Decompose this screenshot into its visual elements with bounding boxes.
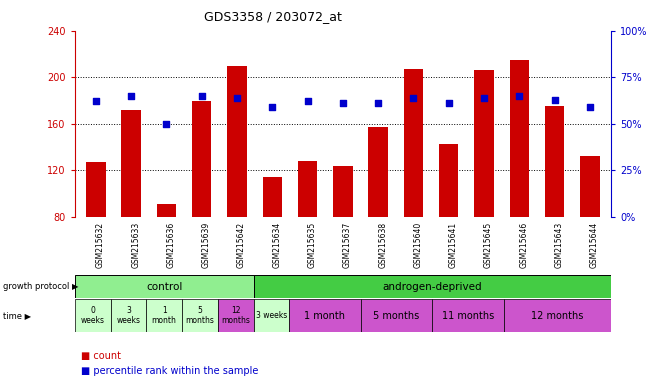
Text: GSM215639: GSM215639 (202, 222, 211, 268)
Text: growth protocol ▶: growth protocol ▶ (3, 282, 79, 291)
Point (267, 104, 278, 110)
Text: time ▶: time ▶ (3, 311, 31, 320)
Bar (361, 299, 432, 332)
Bar (369, 127, 388, 310)
Bar (545, 106, 564, 310)
Bar (580, 156, 599, 310)
Point (302, 98, 313, 104)
Bar (504, 299, 611, 332)
Text: 3 weeks: 3 weeks (255, 311, 287, 320)
Text: GSM215645: GSM215645 (484, 222, 493, 268)
Point (549, 96, 560, 103)
Point (91, 98, 101, 104)
Point (161, 121, 172, 127)
Bar (75, 299, 110, 332)
Text: GSM215633: GSM215633 (131, 222, 140, 268)
Bar (111, 299, 146, 332)
Bar (192, 101, 211, 310)
Text: GSM215643: GSM215643 (554, 222, 564, 268)
Bar (333, 166, 352, 310)
Text: GSM215637: GSM215637 (343, 222, 352, 268)
Text: 12 months: 12 months (531, 311, 584, 321)
Text: GDS3358 / 203072_at: GDS3358 / 203072_at (204, 10, 342, 23)
Bar (263, 177, 282, 310)
Point (408, 95, 419, 101)
Point (373, 100, 384, 106)
Bar (432, 299, 504, 332)
Point (232, 95, 242, 101)
Text: 5
months: 5 months (185, 306, 214, 325)
Bar (474, 70, 494, 310)
Text: GSM215646: GSM215646 (519, 222, 528, 268)
Bar (218, 299, 254, 332)
Text: control: control (146, 282, 182, 292)
Text: GSM215641: GSM215641 (448, 222, 458, 268)
Text: GSM215632: GSM215632 (96, 222, 105, 268)
Bar (182, 299, 218, 332)
Point (126, 93, 136, 99)
Point (338, 100, 348, 106)
Bar (510, 60, 529, 310)
Point (479, 95, 489, 101)
Text: GSM215635: GSM215635 (307, 222, 317, 268)
Bar (227, 66, 247, 310)
Text: 1
month: 1 month (151, 306, 177, 325)
Bar (75, 275, 254, 298)
Text: GSM215640: GSM215640 (413, 222, 423, 268)
Bar (254, 275, 611, 298)
Text: ■ count: ■ count (81, 351, 122, 361)
Bar (254, 299, 289, 332)
Bar (86, 162, 105, 310)
Bar (439, 144, 458, 310)
Text: GSM215642: GSM215642 (237, 222, 246, 268)
Text: androgen-deprived: androgen-deprived (382, 282, 482, 292)
Text: 1 month: 1 month (304, 311, 346, 321)
Text: GSM215634: GSM215634 (272, 222, 281, 268)
Text: GSM215636: GSM215636 (166, 222, 176, 268)
Bar (146, 299, 182, 332)
Bar (157, 204, 176, 310)
Bar (122, 110, 141, 310)
Text: 5 months: 5 months (373, 311, 420, 321)
Bar (298, 161, 317, 310)
Text: 11 months: 11 months (442, 311, 494, 321)
Bar (289, 299, 361, 332)
Text: 12
months: 12 months (221, 306, 250, 325)
Point (514, 93, 525, 99)
Point (196, 93, 207, 99)
Point (443, 100, 454, 106)
Point (584, 104, 595, 110)
Text: GSM215644: GSM215644 (590, 222, 599, 268)
Text: ■ percentile rank within the sample: ■ percentile rank within the sample (81, 366, 259, 376)
Bar (404, 69, 423, 310)
Text: GSM215638: GSM215638 (378, 222, 387, 268)
Text: 3
weeks: 3 weeks (116, 306, 140, 325)
Text: 0
weeks: 0 weeks (81, 306, 105, 325)
